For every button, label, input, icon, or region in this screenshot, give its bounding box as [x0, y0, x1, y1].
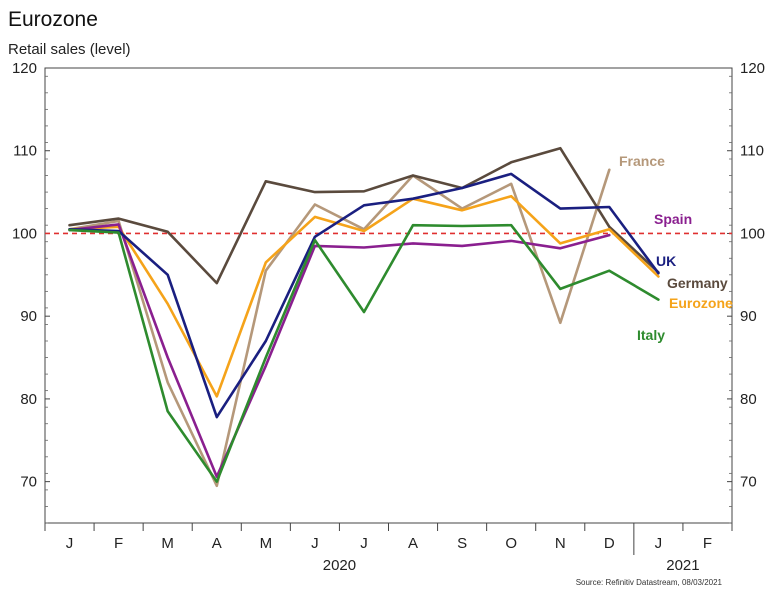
chart-title: Eurozone [8, 8, 98, 31]
y-tick-label-right: 100 [740, 225, 765, 242]
series-line-france [68, 168, 611, 488]
x-tick-label: S [457, 535, 467, 552]
y-tick-label-left: 80 [20, 391, 37, 408]
series-line-eurozone [68, 194, 660, 398]
y-tick-label-right: 90 [740, 308, 757, 325]
y-tick-label-left: 120 [12, 60, 37, 77]
series-label-germany: Germany [667, 275, 728, 291]
chart-axes: 70 70 80 80 90 90 100 100 110 110 120 120 J F M A M J J A S O… [12, 60, 765, 574]
year-label: 2020 [323, 557, 356, 574]
series-label-spain: Spain [654, 211, 692, 227]
x-tick-label: N [555, 535, 566, 552]
y-tick-label-left: 100 [12, 225, 37, 242]
series-label-uk: UK [656, 253, 676, 269]
y-tick-label-left: 70 [20, 474, 37, 491]
series-label-italy: Italy [637, 327, 665, 343]
chart-subtitle: Retail sales (level) [8, 41, 131, 58]
x-tick-label: A [212, 535, 222, 552]
series-lines [68, 146, 660, 488]
series-line-uk [68, 172, 660, 419]
y-tick-label-right: 120 [740, 60, 765, 77]
x-tick-label: J [655, 535, 663, 552]
y-tick-label-left: 90 [20, 308, 37, 325]
x-tick-label: M [161, 535, 174, 552]
y-tick-label-right: 70 [740, 474, 757, 491]
series-labels: France Germany Eurozone Spain UK Italy [619, 153, 733, 343]
x-tick-label: D [604, 535, 615, 552]
year-label: 2021 [666, 557, 699, 574]
plot-frame [44, 67, 733, 524]
y-tick-label-left: 110 [13, 143, 37, 160]
series-line-germany [68, 146, 660, 285]
series-label-france: France [619, 153, 665, 169]
source-note: Source: Refinitiv Datastream, 08/03/2021 [575, 578, 722, 587]
series-line-italy [68, 223, 660, 483]
x-tick-label: F [703, 535, 712, 552]
x-tick-label: A [408, 535, 418, 552]
y-tick-label-right: 80 [740, 391, 757, 408]
x-tick-label: F [114, 535, 123, 552]
x-tick-label: J [66, 535, 74, 552]
series-label-eurozone: Eurozone [669, 295, 733, 311]
x-tick-label: O [505, 535, 517, 552]
series-line-spain [68, 223, 611, 479]
x-tick-label: M [260, 535, 273, 552]
y-tick-label-right: 110 [740, 143, 764, 160]
x-tick-label: J [311, 535, 319, 552]
x-tick-label: J [360, 535, 368, 552]
